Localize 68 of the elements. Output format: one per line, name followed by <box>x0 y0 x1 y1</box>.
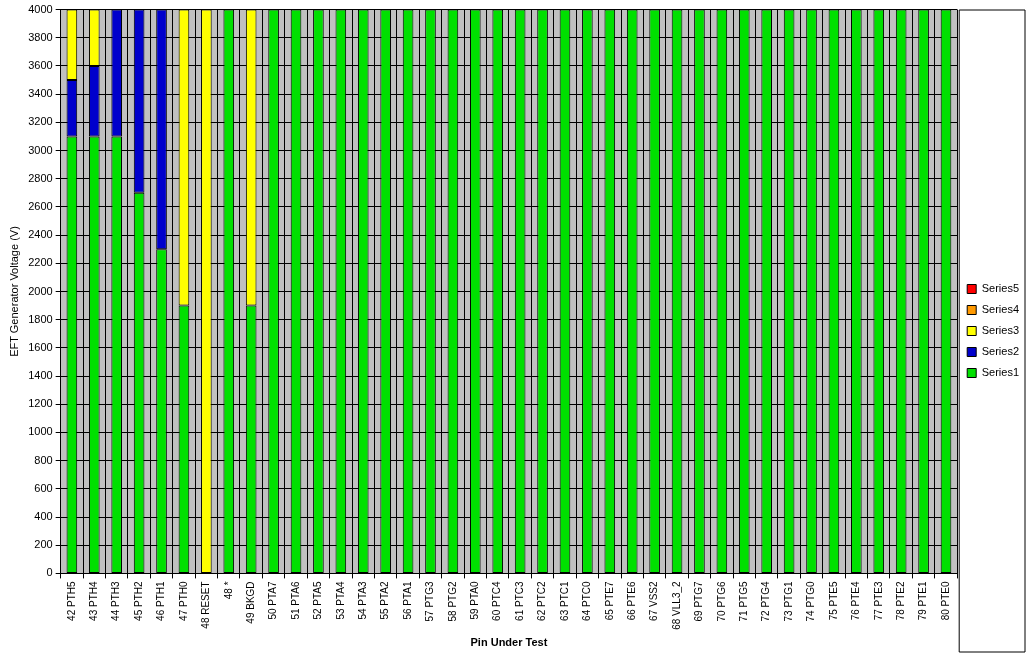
y-tick-label: 200 <box>34 538 53 551</box>
x-tick-label: 72 PTG4 <box>760 580 772 622</box>
y-tick-label: 1400 <box>28 369 53 382</box>
y-tick-label: 3400 <box>28 87 53 100</box>
y-tick-label: 600 <box>34 481 53 494</box>
x-tick-label: 66 PTE6 <box>625 580 637 621</box>
x-tick-label: 55 PTA2 <box>379 580 391 620</box>
y-tick-label: 2000 <box>28 284 53 297</box>
x-tick-label: 73 PTG1 <box>782 580 794 622</box>
x-tick-label: 63 PTC1 <box>558 580 570 621</box>
x-tick-label: 57 PTG3 <box>424 580 436 622</box>
y-tick-label: 2200 <box>28 256 53 269</box>
x-tick-label: 58 PTG2 <box>446 580 458 622</box>
x-tick-label: 60 PTC4 <box>491 580 503 621</box>
y-tick-label: 2400 <box>28 228 53 241</box>
y-tick-label: 3000 <box>28 143 53 156</box>
x-tick-label: 56 PTA1 <box>401 580 413 620</box>
x-tick-label: 45 PTH2 <box>132 580 144 621</box>
x-tick-label: 64 PTC0 <box>581 580 593 621</box>
x-tick-label: 52 PTA5 <box>312 580 324 620</box>
x-tick-label: 62 PTC2 <box>536 580 548 621</box>
y-tick-label: 800 <box>34 453 53 466</box>
x-tick-label: 77 PTE3 <box>872 580 884 621</box>
x-tick-label: 49 BKGD <box>244 581 256 624</box>
y-tick-label: 1800 <box>28 312 53 325</box>
x-tick-label: 70 PTG6 <box>715 580 727 622</box>
y-tick-label: 4000 <box>28 2 53 15</box>
legend-label: Series3 <box>981 324 1019 337</box>
x-tick-label: 65 PTE7 <box>603 580 615 621</box>
x-tick-label: 50 PTA7 <box>267 580 279 620</box>
x-tick-label: 47 PTH0 <box>177 580 189 621</box>
x-tick-label: 48 RESET <box>200 581 212 629</box>
x-axis-title: Pin Under Test <box>470 636 548 649</box>
x-tick-label: 71 PTG5 <box>738 580 750 622</box>
y-tick-label: 1600 <box>28 340 53 353</box>
x-tick-label: 51 PTA6 <box>289 580 301 620</box>
x-tick-label: 75 PTE5 <box>827 580 839 621</box>
y-tick-label: 400 <box>34 510 53 523</box>
x-tick-label: 74 PTG0 <box>805 580 817 622</box>
x-tick-label: 76 PTE4 <box>850 580 862 621</box>
y-tick-label: 2800 <box>28 171 53 184</box>
x-tick-label: 80 PTE0 <box>939 580 951 621</box>
legend-label: Series1 <box>981 366 1019 379</box>
x-tick-label: 78 PTE2 <box>894 580 906 621</box>
y-tick-label: 3800 <box>28 30 53 43</box>
y-axis-title: EFT Generator Voltage (V) <box>7 226 20 357</box>
x-tick-label: 67 VSS2 <box>648 580 660 621</box>
y-tick-label: 0 <box>46 566 53 579</box>
legend-label: Series4 <box>981 303 1019 316</box>
y-tick-label: 3200 <box>28 115 53 128</box>
legend-label: Series5 <box>981 282 1019 295</box>
y-tick-label: 3600 <box>28 59 53 72</box>
x-tick-label: 59 PTA0 <box>469 580 481 620</box>
y-tick-label: 1200 <box>28 397 53 410</box>
legend-label: Series2 <box>981 345 1019 358</box>
x-tick-label: 54 PTA3 <box>357 580 368 620</box>
y-tick-label: 1000 <box>28 425 53 438</box>
x-tick-label: 46 PTH1 <box>155 580 167 621</box>
x-tick-label: 61 PTC3 <box>513 580 525 621</box>
x-tick-label: 42 PTH5 <box>65 580 77 621</box>
y-tick-label: 2600 <box>28 199 53 212</box>
x-tick-label: 69 PTG7 <box>693 580 705 622</box>
x-tick-label: 53 PTA4 <box>334 580 346 620</box>
x-tick-label: 48 * <box>222 581 234 600</box>
x-tick-label: 79 PTE1 <box>917 580 929 621</box>
x-tick-label: 44 PTH3 <box>110 580 122 621</box>
x-tick-label: 43 PTH4 <box>88 580 100 621</box>
x-tick-label: 68 VLL3_2 <box>670 580 682 630</box>
